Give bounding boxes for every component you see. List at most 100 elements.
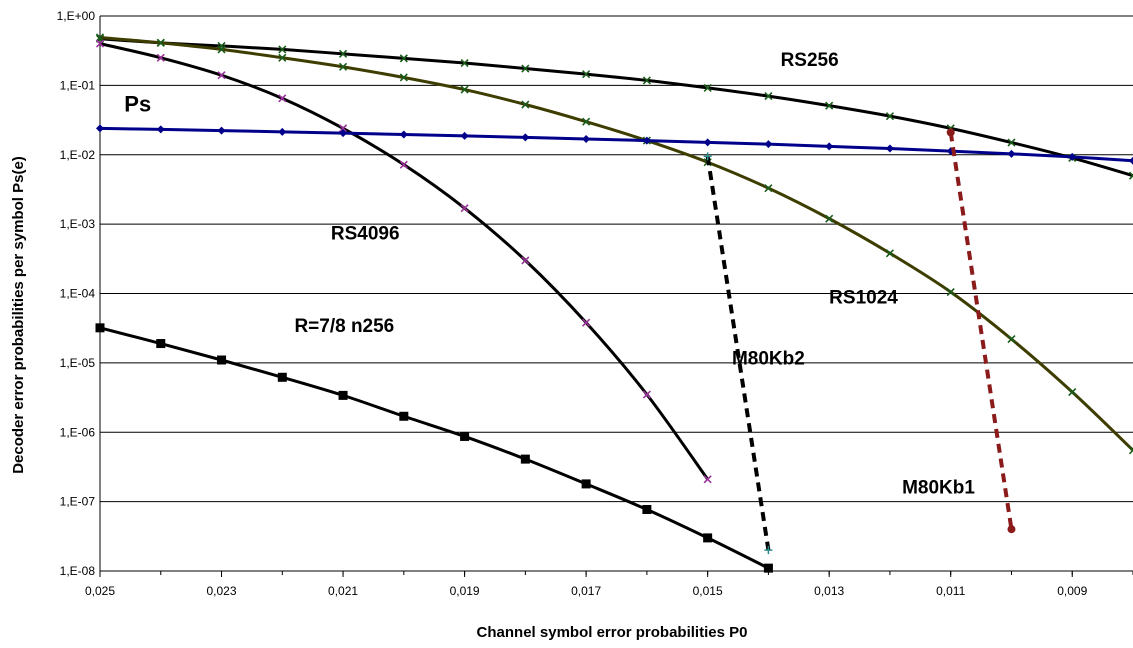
point-stroke: [946, 287, 955, 297]
point-stroke: [582, 318, 591, 327]
point-stroke: [521, 64, 530, 73]
point-r-7-8-n256: [581, 479, 591, 489]
point-stroke: [825, 214, 834, 223]
point-r-7-8-n256: [703, 533, 713, 543]
point-stroke: [399, 73, 408, 82]
point-ps: [278, 127, 287, 136]
point-rs256: [460, 58, 469, 68]
point-rs256: [1128, 171, 1133, 180]
y-tick-label: 1,E-05: [60, 356, 96, 370]
point-rs256: [825, 101, 834, 110]
y-tick-label: 1,E-06: [60, 425, 96, 439]
point-rs256: [399, 54, 408, 63]
point-rs1024: [278, 53, 287, 62]
point-rs4096: [703, 475, 712, 484]
point-ps: [1007, 149, 1016, 158]
point-stroke: [460, 58, 469, 68]
point-stroke: [460, 204, 469, 213]
point-ps: [96, 124, 104, 133]
point-rs256: [278, 45, 287, 54]
x-tick-label: 0,017: [571, 584, 601, 598]
point-r-7-8-n256: [399, 411, 409, 421]
series-line-rs4096: [100, 42, 709, 481]
point-r-7-8-n256: [95, 323, 105, 333]
point-rs1024: [1007, 335, 1016, 344]
y-tick-label: 1,E-02: [60, 148, 96, 162]
point-rs4096: [582, 318, 591, 327]
point-stroke: [338, 124, 348, 133]
annotation-rs4096: RS4096: [331, 224, 400, 245]
point-m80kb1: [946, 128, 955, 137]
point-r-7-8-n256: [520, 454, 530, 464]
point-ps: [521, 133, 530, 142]
point-ps: [460, 131, 469, 140]
point-rs256: [642, 76, 651, 85]
point-m80kb2: [764, 546, 773, 555]
point-rs1024: [764, 184, 773, 193]
y-tick-label: 1,E-07: [60, 495, 96, 509]
annotation-ps: Ps: [124, 92, 151, 117]
point-stroke: [703, 83, 712, 92]
series-rs4096: [95, 39, 712, 484]
y-tick-label: 1,E-01: [60, 78, 96, 92]
x-tick-label: 0,015: [693, 584, 723, 598]
point-stroke: [1128, 171, 1133, 177]
point-stroke: [582, 117, 591, 126]
point-r-7-8-n256: [338, 390, 348, 400]
point-rs256: [1007, 138, 1016, 147]
point-stroke: [156, 53, 165, 62]
point-rs4096: [642, 390, 651, 399]
series-line-m80kb2: [705, 155, 771, 551]
x-tick-label: 0,009: [1057, 584, 1087, 598]
point-rs256: [764, 92, 773, 101]
x-tick-label: 0,025: [85, 584, 115, 598]
x-tick-label: 0,019: [450, 584, 480, 598]
point-rs256: [582, 70, 591, 79]
point-rs1024: [460, 85, 469, 94]
point-ps: [885, 144, 894, 153]
point-stroke: [95, 33, 105, 42]
annotation-r-7-8-n256: R=7/8 n256: [294, 316, 394, 337]
point-rs4096: [156, 53, 165, 62]
point-stroke: [582, 70, 591, 79]
point-stroke: [1128, 446, 1133, 452]
point-stroke: [885, 112, 895, 121]
point-stroke: [825, 101, 834, 110]
point-rs256: [338, 49, 348, 58]
point-stroke: [278, 53, 287, 62]
point-rs256: [521, 64, 530, 73]
point-ps: [1068, 152, 1077, 161]
annotations: RS256 Ps RS4096 RS1024 R=7/8 n256 M80Kb2 M80Kb…: [124, 50, 975, 499]
point-rs1024: [1128, 446, 1133, 455]
point-rs1024: [156, 38, 165, 47]
point-rs1024: [1068, 387, 1077, 397]
series-line-rs256: [100, 37, 1133, 178]
series-group: [95, 33, 1133, 573]
point-rs1024: [825, 214, 834, 223]
point-rs1024: [338, 62, 348, 71]
point-stroke: [521, 100, 530, 109]
point-r-7-8-n256: [642, 504, 652, 514]
point-ps: [1129, 156, 1133, 165]
annotation-m80kb2: M80Kb2: [732, 348, 805, 369]
y-tick-label: 1,E-08: [60, 564, 96, 578]
point-stroke: [642, 390, 651, 399]
gridlines: [100, 15, 1133, 572]
point-rs4096: [399, 160, 408, 169]
series-m80kb2: [703, 152, 773, 555]
x-tick-label: 0,013: [814, 584, 844, 598]
x-tick-label: 0,011: [936, 584, 965, 598]
point-r-7-8-n256: [277, 372, 287, 382]
series-line-m80kb1: [948, 132, 1014, 530]
point-ps: [764, 140, 773, 149]
point-ps: [156, 125, 165, 134]
series-line-ps: [100, 126, 1133, 163]
point-stroke: [642, 76, 651, 85]
point-stroke: [1068, 387, 1077, 397]
y-axis-title: Decoder error probabilities per symbol P…: [10, 156, 27, 474]
point-stroke: [1128, 449, 1133, 455]
point-ps: [825, 142, 834, 151]
point-stroke: [1128, 174, 1133, 180]
point-stroke: [764, 184, 773, 193]
